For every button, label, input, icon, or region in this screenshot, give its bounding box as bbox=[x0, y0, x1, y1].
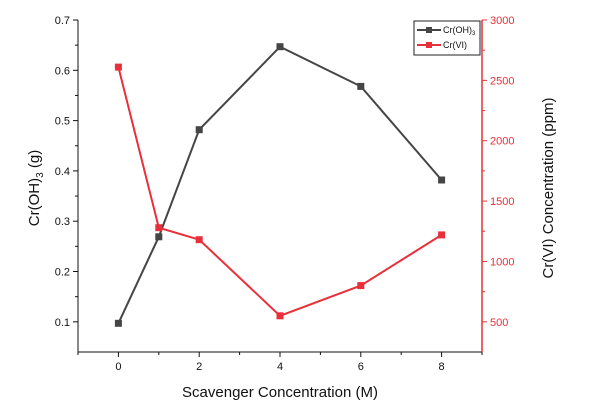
y-right-tick-label-4: 2500 bbox=[490, 75, 514, 87]
y-left-tick-label-3: 0.4 bbox=[55, 166, 70, 178]
y-right-tick-label-2: 1500 bbox=[490, 196, 514, 208]
legend: Cr(OH)3 Cr(VI) bbox=[413, 20, 481, 56]
y-left-tick-label-5: 0.6 bbox=[55, 65, 70, 77]
chart-axes bbox=[73, 19, 487, 357]
y-left-tick-label-6: 0.7 bbox=[55, 15, 70, 27]
legend-swatch-marker-crvi bbox=[426, 42, 432, 48]
data-point-croh3-5 bbox=[438, 176, 446, 184]
y-axis-right-label: Cr(VI) Concentration (ppm) bbox=[540, 98, 557, 279]
series-points bbox=[114, 43, 446, 327]
legend-swatch-marker-croh3 bbox=[426, 27, 432, 33]
x-axis-label: Scavenger Concentration (M) bbox=[182, 384, 378, 401]
data-point-croh3-0 bbox=[114, 319, 122, 327]
data-point-crvi-2 bbox=[195, 236, 203, 244]
x-tick-label-0: 0 bbox=[115, 361, 121, 373]
data-point-crvi-5 bbox=[438, 231, 446, 239]
y-right-tick-label-5: 3000 bbox=[490, 15, 514, 27]
y-right-tick-label-0: 500 bbox=[490, 317, 508, 329]
data-point-crvi-0 bbox=[114, 63, 122, 71]
x-tick-label-1: 2 bbox=[196, 361, 202, 373]
legend-label-croh3-sub: 3 bbox=[472, 31, 476, 37]
y-left-tick-label-1: 0.2 bbox=[55, 267, 70, 279]
series-line-crvi bbox=[117, 66, 443, 317]
data-point-croh3-3 bbox=[276, 43, 284, 51]
y-left-tick-label-4: 0.5 bbox=[55, 116, 70, 128]
y-axis-left-label-tail: (g) bbox=[26, 150, 43, 173]
y-axis-left-label-main: Cr(OH) bbox=[26, 178, 43, 226]
data-point-crvi-4 bbox=[357, 282, 365, 290]
data-point-crvi-3 bbox=[276, 312, 284, 320]
tick-labels: 0 2 4 6 8 0.1 0.2 0.3 0.4 0.5 0.6 0.7 500 1000 1500 200… bbox=[55, 15, 515, 373]
y-left-tick-label-2: 0.3 bbox=[55, 216, 70, 228]
data-point-croh3-1 bbox=[155, 233, 163, 241]
data-point-croh3-2 bbox=[195, 126, 203, 134]
legend-box bbox=[413, 20, 481, 56]
legend-label-crvi: Cr(VI) bbox=[443, 40, 467, 50]
plot-area bbox=[114, 43, 446, 327]
y-right-tick-label-3: 2000 bbox=[490, 136, 514, 148]
series-line-croh3 bbox=[117, 45, 443, 324]
legend-label-croh3-main: Cr(OH) bbox=[443, 25, 472, 35]
y-axis-left-label: Cr(OH)3 (g) bbox=[26, 150, 46, 226]
y-axis-left-label-sub: 3 bbox=[35, 172, 46, 178]
y-right-tick-label-1: 1000 bbox=[490, 256, 514, 268]
x-tick-label-3: 6 bbox=[358, 361, 364, 373]
data-point-croh3-4 bbox=[357, 82, 365, 90]
x-tick-label-4: 8 bbox=[439, 361, 445, 373]
x-tick-label-2: 4 bbox=[277, 361, 283, 373]
legend-label-croh3: Cr(OH)3 bbox=[443, 25, 476, 37]
data-point-crvi-1 bbox=[155, 224, 163, 232]
y-left-tick-label-0: 0.1 bbox=[55, 317, 70, 329]
